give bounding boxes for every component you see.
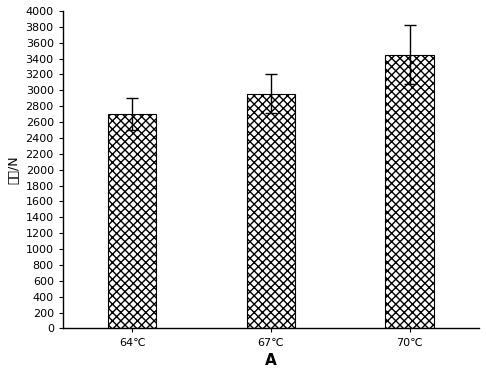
X-axis label: A: A xyxy=(265,353,277,368)
Bar xyxy=(108,114,156,328)
Bar xyxy=(385,55,434,328)
Bar xyxy=(246,93,295,328)
Y-axis label: 硬度/N: 硬度/N xyxy=(7,155,20,184)
